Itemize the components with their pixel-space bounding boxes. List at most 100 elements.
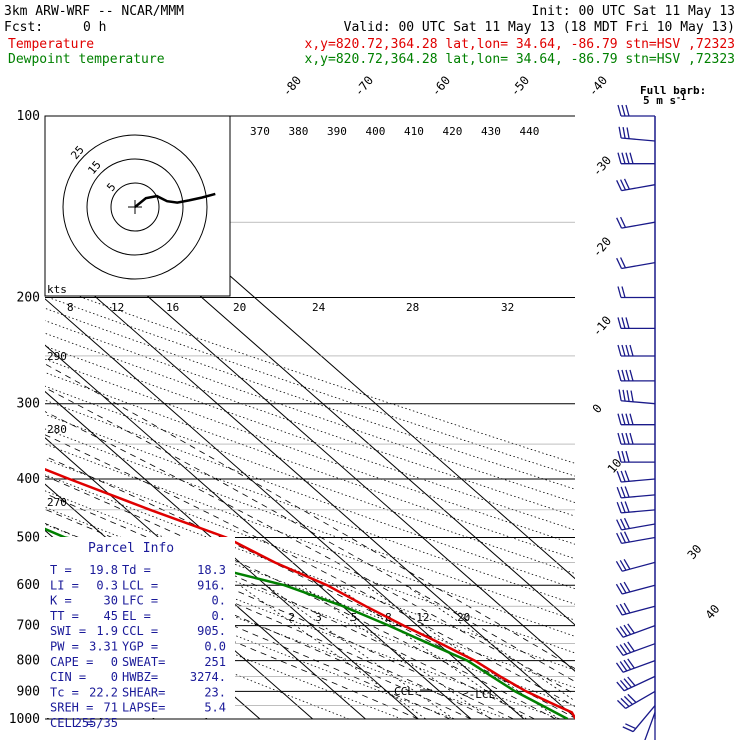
wind-barb-full-850-2 bbox=[623, 678, 632, 688]
isotherm-10 bbox=[45, 298, 525, 719]
theta-e-label-16: 16 bbox=[166, 301, 179, 314]
wind-barb-full-130-2 bbox=[623, 178, 630, 190]
wind-barb-full-900-3 bbox=[627, 693, 637, 703]
wind-barb-staff-300 bbox=[621, 400, 656, 405]
parcel-info-title: Parcel Info bbox=[88, 541, 174, 556]
wind-barb-full-275-2 bbox=[625, 369, 630, 382]
wind-barb-full-175-1 bbox=[620, 257, 627, 269]
wind-barb-850 bbox=[616, 675, 656, 692]
wind-barb-full-225-0 bbox=[617, 317, 622, 329]
wind-barb-full-100-1 bbox=[621, 104, 626, 117]
forecast-label: Fcst: bbox=[4, 20, 43, 35]
theta-label-400: 400 bbox=[366, 125, 386, 138]
isotherm-label--20: -20 bbox=[590, 234, 615, 260]
init-time: Init: 00 UTC Sat 11 May 13 bbox=[532, 4, 736, 19]
parcel-value2-4: 905. bbox=[197, 624, 226, 638]
wind-barb-full-130-0 bbox=[616, 180, 623, 191]
wind-barb-full-100-2 bbox=[625, 104, 630, 117]
wind-barb-full-550-0 bbox=[615, 561, 623, 572]
wind-barb-full-300-2 bbox=[626, 390, 630, 402]
wind-barb-225 bbox=[617, 317, 655, 330]
wind-barb-250 bbox=[617, 344, 655, 357]
isotherm-label--50: -50 bbox=[508, 73, 533, 99]
moist-adiabat-32 bbox=[45, 387, 575, 683]
barb-legend-line2: 5 m s-1 bbox=[643, 93, 686, 107]
wind-barb-full-325-0 bbox=[617, 413, 622, 425]
parcel-key-4: SWI = bbox=[50, 624, 86, 638]
wind-barb-full-325-3 bbox=[629, 413, 634, 425]
wind-barb-full-275-1 bbox=[621, 369, 626, 382]
wind-barb-700 bbox=[615, 623, 656, 638]
theta-label-440: 440 bbox=[520, 125, 540, 138]
mixing-ratio-8 bbox=[334, 584, 527, 719]
forecast-hour: 0 h bbox=[83, 20, 106, 35]
parcel-value-4: 1.9 bbox=[96, 624, 118, 638]
wind-barb-120 bbox=[617, 152, 655, 165]
parcel-key-3: TT = bbox=[50, 609, 79, 623]
isotherm-label--30: -30 bbox=[590, 153, 615, 179]
parcel-key2-5: YGP = bbox=[122, 640, 158, 654]
isotherm-label-40: 40 bbox=[703, 602, 723, 622]
wind-barb-975 bbox=[642, 712, 656, 740]
wind-barb-staff-110 bbox=[621, 137, 656, 142]
wind-barb-full-250-2 bbox=[625, 344, 630, 357]
theta-e-label-12: 12 bbox=[111, 301, 124, 314]
wind-barb-full-175-0 bbox=[616, 257, 623, 269]
wind-barb-full-850-3 bbox=[627, 676, 636, 687]
wind-barb-full-950-1 bbox=[625, 723, 636, 730]
wind-barb-full-500-2 bbox=[623, 531, 630, 543]
pressure-label-800: 800 bbox=[17, 654, 40, 669]
parcel-key-7: CIN = bbox=[50, 670, 86, 684]
wind-barb-full-750-0 bbox=[615, 645, 624, 656]
wind-barb-full-475-1 bbox=[620, 518, 627, 530]
wind-barb-full-950-0 bbox=[622, 726, 634, 733]
dewpoint-legend: Dewpoint temperature bbox=[8, 52, 165, 67]
wind-barb-full-450-1 bbox=[620, 501, 626, 513]
wind-barb-staff-175 bbox=[621, 261, 656, 270]
parcel-value-0: 19.8 bbox=[89, 563, 118, 577]
wind-barb-full-650-2 bbox=[623, 602, 631, 614]
wind-barb-staff-900 bbox=[625, 690, 656, 709]
parcel-value2-7: 3274. bbox=[190, 670, 226, 684]
isotherm--20 bbox=[45, 437, 366, 719]
theta-label-390: 390 bbox=[327, 125, 347, 138]
parcel-key2-3: EL = bbox=[122, 609, 151, 623]
theta-label-420: 420 bbox=[443, 125, 463, 138]
wind-barb-staff-130 bbox=[621, 184, 656, 192]
isotherm-label--80: -80 bbox=[280, 73, 305, 99]
parcel-value-7: 0 bbox=[111, 670, 118, 684]
parcel-value-9: 71 bbox=[104, 701, 118, 715]
pressure-label-300: 300 bbox=[17, 397, 40, 412]
barb-legend-units: 5 m s bbox=[643, 94, 676, 107]
parcel-value2-0: 18.3 bbox=[197, 563, 226, 577]
wind-barb-full-120-1 bbox=[621, 152, 626, 164]
parcel-value2-5: 0.0 bbox=[204, 640, 226, 654]
barb-legend-exponent: -1 bbox=[676, 93, 686, 102]
parcel-value-1: 0.3 bbox=[96, 578, 118, 592]
parcel-key-6: CAPE = bbox=[50, 655, 93, 669]
pressure-label-100: 100 bbox=[17, 109, 40, 124]
wind-barb-full-450-2 bbox=[624, 501, 630, 513]
pressure-label-600: 600 bbox=[17, 578, 40, 593]
wind-barb-175 bbox=[616, 257, 656, 270]
moist-adiabat-4 bbox=[45, 523, 493, 719]
wind-barb-staff-150 bbox=[621, 221, 656, 229]
wind-barb-full-110-1 bbox=[622, 127, 626, 139]
parcel-key-0: T = bbox=[50, 563, 72, 577]
wind-barb-500 bbox=[616, 531, 656, 545]
isotherm--10 bbox=[45, 390, 419, 719]
wind-barb-staff-850 bbox=[623, 675, 656, 692]
parcel-key2-6: SWEAT= bbox=[122, 655, 165, 669]
parcel-key-10: CELL = bbox=[50, 716, 93, 730]
barb-legend-line1: Full barb: bbox=[640, 84, 706, 97]
parcel-value-8: 22.2 bbox=[89, 685, 118, 699]
wind-barb-full-750-1 bbox=[619, 644, 628, 655]
parcel-key-2: K = bbox=[50, 594, 72, 608]
wind-barb-full-700-3 bbox=[627, 623, 635, 634]
wind-barb-325 bbox=[617, 413, 655, 426]
pressure-label-400: 400 bbox=[17, 472, 40, 487]
wind-barb-full-325-1 bbox=[621, 413, 626, 425]
moist-adiabat-36 bbox=[45, 363, 575, 670]
mixing-ratio-label-3: 3 bbox=[315, 611, 322, 624]
